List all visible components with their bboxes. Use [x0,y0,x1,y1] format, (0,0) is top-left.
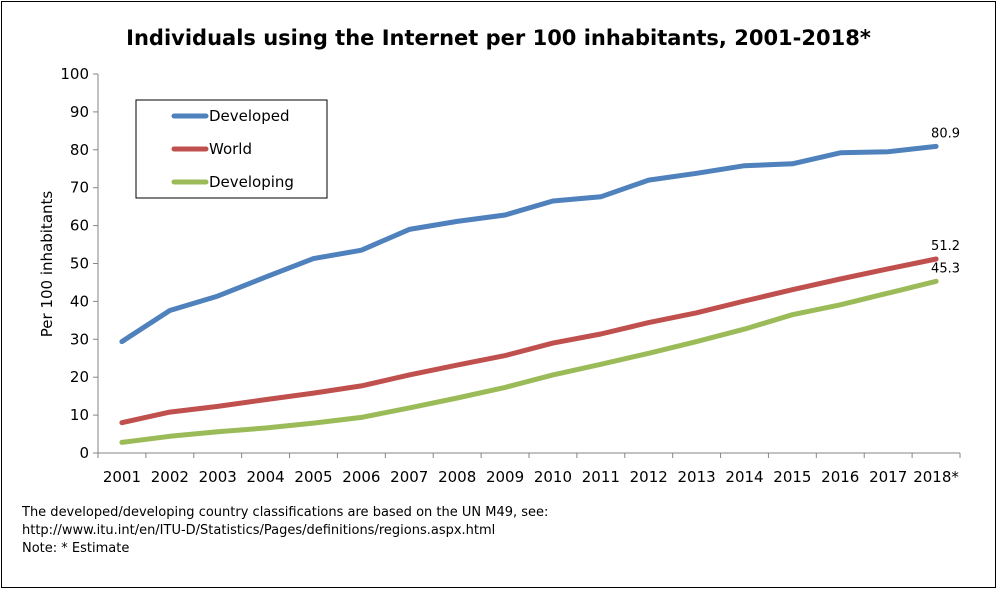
y-tick-label: 60 [70,217,89,235]
x-tick-label: 2003 [199,468,237,486]
end-labels: 80.9 51.2 45.3 [931,126,960,276]
x-tick-label: 2006 [342,468,380,486]
y-tick-label: 50 [70,255,89,273]
y-tick-label: 80 [70,141,89,159]
end-label-world: 51.2 [931,239,960,254]
y-axis-label: Per 100 inhabitants [38,191,56,338]
legend: Developed World Developing [135,99,328,199]
legend-label-world: World [209,140,252,158]
legend-label-developed: Developed [209,107,290,125]
y-tick-label: 0 [79,444,89,462]
legend-label-developing: Developing [209,173,294,191]
series-lines [119,143,939,445]
end-label-developing: 45.3 [931,261,960,276]
series-line-developed [119,143,939,345]
x-tick-label: 2008 [438,468,476,486]
x-tick-label: 2016 [821,468,859,486]
legend-box [135,99,328,199]
x-tick-label: 2007 [390,468,428,486]
x-tick-label: 2005 [294,468,332,486]
x-tick-label: 2004 [247,468,285,486]
chart-title: Individuals using the Internet per 100 i… [126,26,871,50]
x-tick-label: 2013 [678,468,716,486]
series-line-world [119,256,939,426]
y-tick-label: 100 [60,65,89,83]
x-tick-label: 2001 [103,468,141,486]
end-label-developed: 80.9 [931,126,960,141]
x-tick-label: 2009 [486,468,524,486]
x-tick-label: 2018* [913,468,959,486]
x-tick-label: 2010 [534,468,572,486]
x-tick-label: 2002 [151,468,189,486]
y-tick-label: 30 [70,330,89,348]
x-tick-label: 2012 [630,468,668,486]
x-tick-label: 2015 [773,468,811,486]
note-estimate: Note: * Estimate [22,541,130,556]
note-url: http://www.itu.int/en/ITU-D/Statistics/P… [22,523,496,538]
line-chart: 0 10 20 30 40 50 60 70 80 90 100 2001 2002 2003 2004 20… [38,65,961,486]
x-tick-label: 2011 [582,468,620,486]
y-tick-label: 20 [70,368,89,386]
footnotes: The developed/developing country classif… [22,504,548,558]
y-tick-label: 70 [70,179,89,197]
y-tick-label: 90 [70,103,89,121]
note-classification: The developed/developing country classif… [22,505,549,520]
series-line-developing [119,278,939,445]
x-tick-label: 2014 [725,468,763,486]
y-tick-label: 40 [70,292,89,310]
axes: 0 10 20 30 40 50 60 70 80 90 100 2001 2002 2003 2004 20… [60,65,961,486]
y-tick-label: 10 [70,406,89,424]
x-tick-label: 2017 [869,468,907,486]
